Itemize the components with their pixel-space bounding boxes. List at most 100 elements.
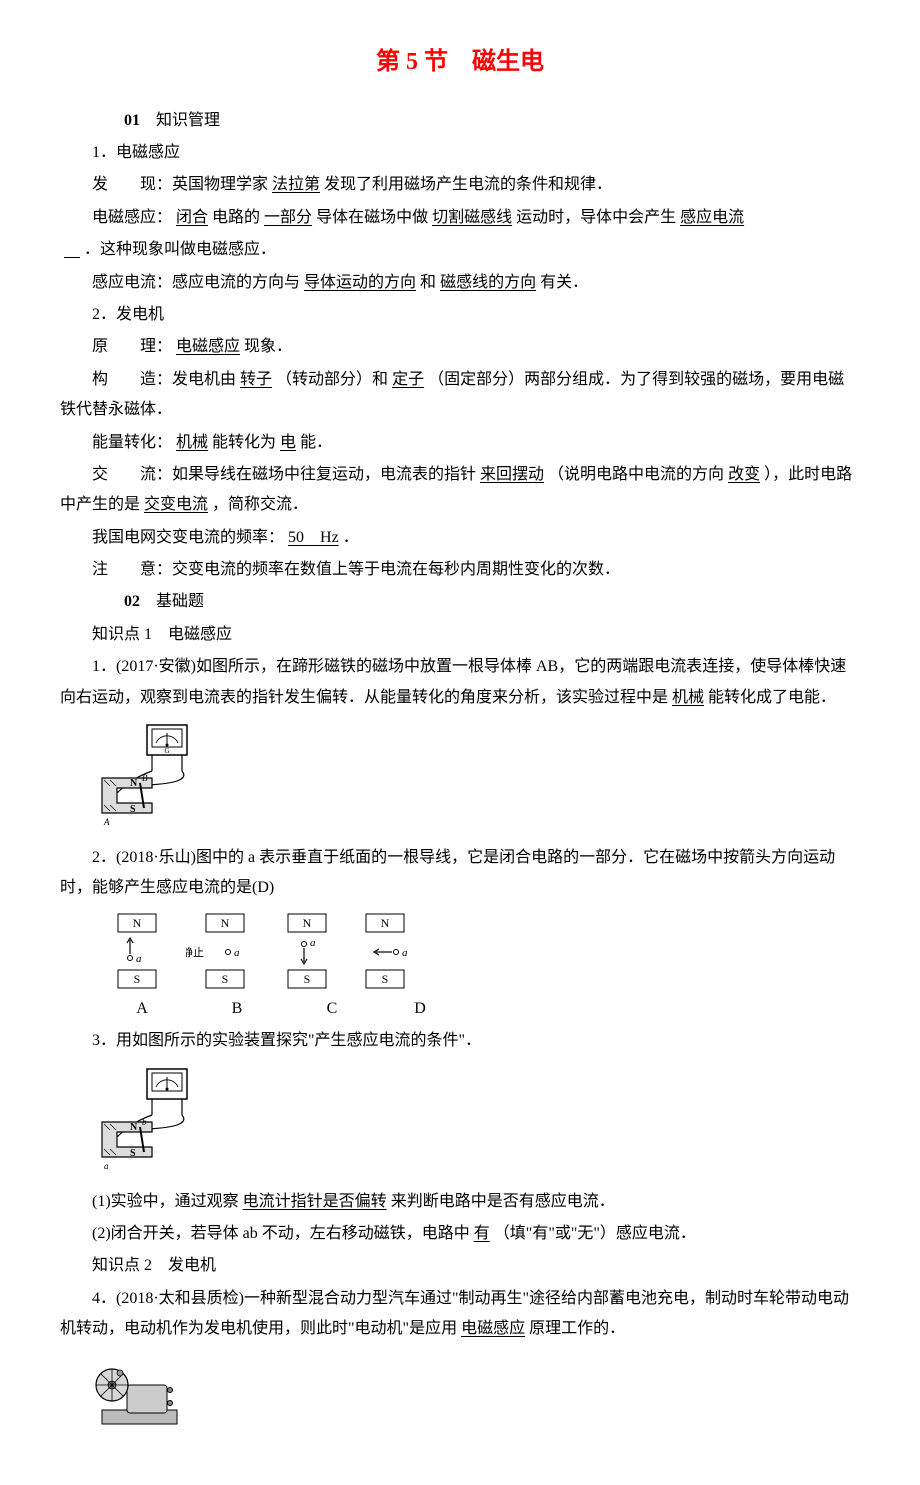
svg-text:N: N xyxy=(221,916,230,930)
text: 4．(2018·太和县质检)一种新型混合动力型汽车通过"制动再生"途径给内部蓄电… xyxy=(60,1290,849,1337)
label: 感应电流： xyxy=(92,274,172,291)
induced-current-line: 感应电流：感应电流的方向与导体运动的方向和磁感线的方向有关． xyxy=(60,268,860,298)
item1-heading: 1．电磁感应 xyxy=(60,138,860,168)
freq-line: 我国电网交变电流的频率：50 Hz． xyxy=(60,523,860,553)
label: 交 流： xyxy=(92,466,172,483)
text: 电路的 xyxy=(212,209,260,226)
horseshoe-magnet-diagram: G N S B A xyxy=(92,723,222,833)
text: ．这种现象叫做电磁感应． xyxy=(84,241,276,258)
label: 能量转化： xyxy=(92,434,172,451)
svg-text:N: N xyxy=(130,1122,138,1133)
text: ． xyxy=(343,529,359,546)
text: 感应电流的方向与 xyxy=(172,274,300,291)
energy-line: 能量转化：机械能转化为电能． xyxy=(60,428,860,458)
q4: 4．(2018·太和县质检)一种新型混合动力型汽车通过"制动再生"途径给内部蓄电… xyxy=(60,1284,860,1345)
svg-text:A: A xyxy=(103,817,110,827)
label: 电磁感应： xyxy=(92,209,172,226)
blank: 磁感线的方向 xyxy=(436,274,540,291)
text: 能． xyxy=(300,434,332,451)
blank: 机械 xyxy=(172,434,212,451)
option-c: N S a xyxy=(278,912,336,990)
principle-line: 原 理：电磁感应现象． xyxy=(60,332,860,362)
blank: 转子 xyxy=(236,371,276,388)
svg-text:S: S xyxy=(130,804,136,815)
svg-text:S: S xyxy=(134,972,141,986)
label-a: A xyxy=(108,994,176,1024)
option-a-diagram: N S a xyxy=(108,912,166,990)
text: （说明电路中电流的方向 xyxy=(548,466,724,483)
option-b-diagram: N S a 静止 xyxy=(186,912,258,990)
text: (1)实验中，通过观察 xyxy=(92,1193,239,1210)
svg-text:a: a xyxy=(104,1161,109,1171)
discover-line: 发 现：英国物理学家法拉第发现了利用磁场产生电流的条件和规律． xyxy=(60,170,860,200)
section-label: 基础题 xyxy=(156,593,204,610)
construct-line: 构 造：发电机由转子（转动部分）和定子（固定部分）两部分组成．为了得到较强的磁场… xyxy=(60,365,860,426)
generator-diagram xyxy=(92,1355,192,1435)
text: 有关． xyxy=(540,274,588,291)
q1: 1．(2017·安徽)如图所示，在蹄形磁铁的磁场中放置一根导体棒 AB，它的两端… xyxy=(60,652,860,713)
note-line: 注 意：交变电流的频率在数值上等于电流在每秒内周期性变化的次数． xyxy=(60,555,860,585)
text: 导体在磁场中做 xyxy=(316,209,428,226)
svg-text:G: G xyxy=(164,747,169,755)
section-01: 01知识管理 xyxy=(60,106,860,136)
q3-sub2: (2)闭合开关，若导体 ab 不动，左右移动磁铁，电路中有（填"有"或"无"）感… xyxy=(60,1219,860,1249)
blank: 交变电流 xyxy=(140,496,212,513)
blank: 有 xyxy=(470,1225,494,1242)
text: （填"有"或"无"）感应电流． xyxy=(494,1225,696,1242)
blank: 电 xyxy=(276,434,300,451)
text: 和 xyxy=(420,274,436,291)
text: 来判断电路中是否有感应电流． xyxy=(391,1193,615,1210)
section-label: 知识管理 xyxy=(156,112,220,129)
blank: 定子 xyxy=(388,371,428,388)
text: 运动时，导体中会产生 xyxy=(516,209,676,226)
em-induction-line: 电磁感应：闭合电路的一部分导体在磁场中做切割磁感线运动时，导体中会产生感应电流 xyxy=(60,203,860,233)
option-d: N S a xyxy=(356,912,414,990)
section-02: 02 基础题 xyxy=(60,587,860,617)
label-c: C xyxy=(298,994,366,1024)
option-c-diagram: N S a xyxy=(278,912,336,990)
label: 我国电网交变电流的频率： xyxy=(92,529,284,546)
option-labels: A B C D xyxy=(108,994,860,1024)
item2-heading: 2．发电机 xyxy=(60,300,860,330)
blank: 来回摆动 xyxy=(476,466,548,483)
text: 英国物理学家 xyxy=(172,176,268,193)
option-a: N S a xyxy=(108,912,166,990)
label: 发 现： xyxy=(92,176,172,193)
text: (2)闭合开关，若导体 ab 不动，左右移动磁铁，电路中 xyxy=(92,1225,470,1242)
text: ，简称交流． xyxy=(212,496,308,513)
horseshoe-magnet-diagram-2: N S b a xyxy=(92,1067,222,1177)
svg-text:b: b xyxy=(142,1117,147,1127)
svg-text:a: a xyxy=(310,937,316,949)
option-d-diagram: N S a xyxy=(356,912,414,990)
svg-text:S: S xyxy=(222,972,229,986)
kp2: 知识点 2 发电机 xyxy=(60,1251,860,1281)
text: （转动部分）和 xyxy=(276,371,388,388)
svg-text:静止: 静止 xyxy=(186,945,204,959)
blank: 电流计指针是否偏转 xyxy=(239,1193,391,1210)
label: 构 造： xyxy=(92,371,172,388)
section-num: 02 xyxy=(124,593,140,610)
blank: 电磁感应 xyxy=(457,1320,529,1337)
svg-text:N: N xyxy=(130,778,138,789)
kp1: 知识点 1 电磁感应 xyxy=(60,620,860,650)
q2: 2．(2018·乐山)图中的 a 表示垂直于纸面的一根导线，它是闭合电路的一部分… xyxy=(60,843,860,904)
svg-text:a: a xyxy=(402,947,408,959)
ac-line: 交 流：如果导线在磁场中往复运动，电流表的指针来回摆动（说明电路中电流的方向改变… xyxy=(60,460,860,521)
text: 发电机由 xyxy=(172,371,236,388)
svg-text:a: a xyxy=(136,953,142,965)
q3-sub1: (1)实验中，通过观察电流计指针是否偏转来判断电路中是否有感应电流． xyxy=(60,1187,860,1217)
label-b: B xyxy=(196,994,278,1024)
svg-text:N: N xyxy=(303,916,312,930)
em-induction-cont: ．这种现象叫做电磁感应． xyxy=(60,235,860,265)
label: 原 理： xyxy=(92,338,172,355)
page-title: 第 5 节 磁生电 xyxy=(60,40,860,86)
text: 如果导线在磁场中往复运动，电流表的指针 xyxy=(172,466,476,483)
svg-text:N: N xyxy=(381,916,390,930)
svg-text:S: S xyxy=(304,972,311,986)
svg-text:N: N xyxy=(133,916,142,930)
q3: 3．用如图所示的实验装置探究"产生感应电流的条件"． xyxy=(60,1026,860,1056)
label-d: D xyxy=(386,994,454,1024)
figure-q3: N S b a xyxy=(92,1067,860,1177)
text: 交变电流的频率在数值上等于电流在每秒内周期性变化的次数． xyxy=(172,561,620,578)
text: 现象． xyxy=(244,338,292,355)
